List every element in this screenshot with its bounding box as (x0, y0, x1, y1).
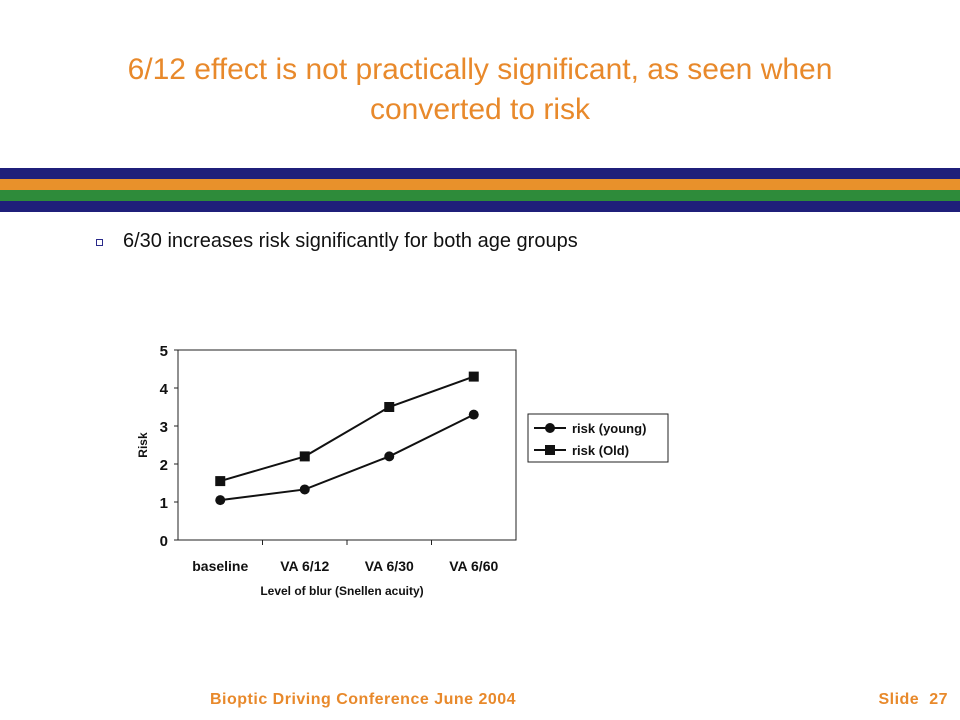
footer-slide-value: 27 (929, 691, 948, 708)
series-line-1 (219, 375, 475, 483)
y-tick-label: 2 (160, 457, 168, 474)
stripe-1 (0, 168, 960, 179)
slide-title: 6/12 effect is not practically significa… (127, 53, 833, 126)
footer-slide-number: Slide 27 (878, 691, 948, 709)
x-tick-label: VA 6/30 (365, 558, 414, 574)
x-tick-label: VA 6/12 (280, 558, 329, 574)
plot-frame (177, 349, 517, 541)
y-tick-label: 3 (160, 419, 168, 436)
data-point-square (215, 476, 226, 487)
legend-marker-circle (545, 423, 555, 433)
y-axis-label: Risk (136, 432, 150, 458)
square-bullet-icon (96, 239, 103, 246)
y-tick-label: 5 (160, 343, 168, 360)
y-tick-label: 1 (160, 495, 168, 512)
y-tick-label: 4 (160, 381, 169, 398)
data-point-square (384, 402, 395, 412)
data-point-circle (299, 484, 310, 495)
data-point-square (468, 371, 479, 382)
y-tick-label: 0 (160, 533, 168, 550)
data-point-square (299, 451, 310, 462)
x-tick-label: baseline (192, 558, 248, 574)
legend-label: risk (young) (572, 421, 646, 436)
data-point-circle (384, 451, 395, 462)
data-point-circle (215, 495, 226, 506)
footer-conference: Bioptic Driving Conference June 2004 (210, 691, 517, 708)
stripe-2 (0, 179, 960, 190)
bullet-item: 6/30 increases risk significantly for bo… (96, 230, 578, 253)
legend-marker-square (545, 445, 555, 455)
x-tick-label: VA 6/60 (449, 558, 498, 574)
decorative-stripes (0, 168, 960, 212)
series-line-0 (220, 413, 475, 502)
legend-label: risk (Old) (572, 443, 629, 458)
data-point-circle (468, 409, 479, 420)
risk-line-chart: 0 1 2 3 4 5 baseline VA 6/12 VA 6/30 VA 6/60 Level… (136, 343, 669, 598)
footer-slide-label: Slide (878, 691, 920, 708)
bullet-text: 6/30 increases risk significantly for bo… (123, 230, 578, 252)
stripe-3 (0, 190, 960, 201)
x-axis-label: Level of blur (Snellen acuity) (260, 584, 423, 598)
stripe-4 (0, 201, 960, 212)
